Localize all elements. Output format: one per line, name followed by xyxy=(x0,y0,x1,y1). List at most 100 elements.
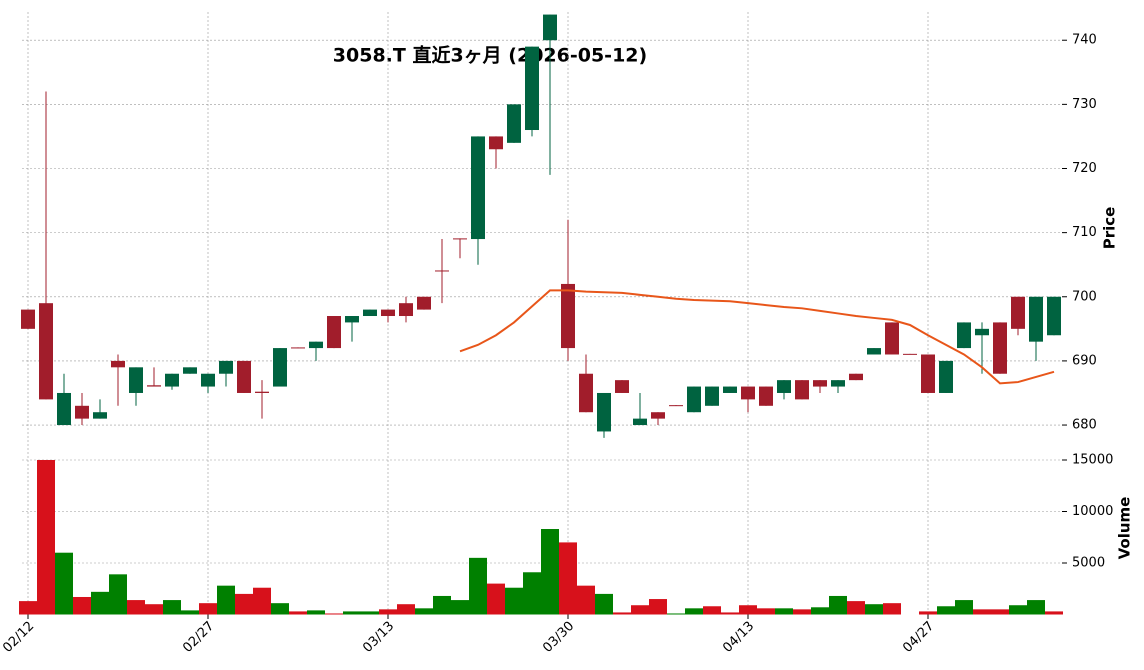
volume-bar xyxy=(523,572,541,615)
volume-bar xyxy=(181,610,199,615)
candle-body xyxy=(201,373,215,387)
volume-bar xyxy=(919,611,937,615)
y-tick-label: 730 xyxy=(1072,97,1097,112)
volume-bar xyxy=(649,599,667,615)
y-axis-label: Volume xyxy=(1116,497,1134,560)
x-tick-label: 02/12 xyxy=(0,619,37,656)
volume-bar xyxy=(451,600,469,615)
volume-bar xyxy=(685,608,703,615)
candle-body xyxy=(1047,296,1061,336)
candle-body xyxy=(111,360,125,368)
x-tick-label: 02/27 xyxy=(180,619,217,656)
volume-bar xyxy=(469,557,487,615)
x-tick-label: 03/13 xyxy=(360,619,397,656)
candle-body xyxy=(867,348,881,355)
y-tick-label: 10000 xyxy=(1072,504,1113,519)
volume-bar xyxy=(793,609,811,615)
volume-bar xyxy=(847,601,865,615)
candle-body xyxy=(327,316,341,349)
volume-bar xyxy=(667,613,685,615)
chart-title: 3058.T 直近3ヶ月 (2026-05-12) xyxy=(333,44,647,67)
y-tick-label: 700 xyxy=(1072,289,1097,304)
volume-bar xyxy=(379,609,397,615)
volume-bar xyxy=(55,552,73,615)
volume-bar xyxy=(271,603,289,615)
candle-body xyxy=(651,412,665,419)
volume-bar xyxy=(127,600,145,615)
candle-body xyxy=(1011,296,1025,329)
volume-bar xyxy=(253,587,271,615)
volume-bar xyxy=(199,603,217,615)
y-tick-label: 690 xyxy=(1072,353,1097,368)
candle-body xyxy=(687,386,701,413)
candle-body xyxy=(147,385,161,387)
volume-bar xyxy=(721,612,739,615)
candle-body xyxy=(921,354,935,393)
volume-bar xyxy=(973,609,991,615)
moving-average-line xyxy=(459,289,1055,385)
volume-bar xyxy=(109,574,127,615)
candle-body xyxy=(291,347,305,349)
y-axis-label: Price xyxy=(1101,207,1119,250)
volume-bar xyxy=(217,585,235,615)
volume-bar xyxy=(73,596,91,615)
volume-bar xyxy=(487,583,505,615)
candle-body xyxy=(471,136,485,240)
candle-body xyxy=(849,373,863,381)
candle-body xyxy=(507,104,521,143)
volume-bar xyxy=(397,604,415,615)
volume-bar xyxy=(37,459,55,615)
candle-body xyxy=(597,392,611,432)
candle-body xyxy=(669,405,683,407)
candle-body xyxy=(723,386,737,393)
volume-bar xyxy=(1045,611,1063,615)
volume-bar xyxy=(955,600,973,615)
volume-bar xyxy=(307,610,325,615)
candle-body xyxy=(381,309,395,317)
candle-body xyxy=(903,353,917,355)
volume-bar xyxy=(883,603,901,615)
candle-body xyxy=(93,412,107,419)
y-tick-label: 680 xyxy=(1072,418,1097,433)
x-tick-label: 04/13 xyxy=(720,619,757,656)
volume-bar xyxy=(613,612,631,615)
volume-bar xyxy=(145,604,163,615)
volume-bar xyxy=(559,542,577,615)
volume-bar xyxy=(289,611,307,615)
candle-body xyxy=(489,136,503,150)
x-tick-label: 04/27 xyxy=(900,619,937,656)
volume-bar xyxy=(325,613,343,615)
candle-body xyxy=(255,391,269,393)
volume-bar xyxy=(361,611,379,615)
candle-body xyxy=(39,303,53,400)
candle-body xyxy=(525,46,539,131)
volume-bar xyxy=(1027,600,1045,615)
volume-bar xyxy=(829,595,847,615)
candle-body xyxy=(363,309,377,317)
volume-bar xyxy=(703,606,721,615)
candle-body xyxy=(75,405,89,419)
candle-body xyxy=(309,341,323,349)
volume-bar xyxy=(577,585,595,615)
volume-bar xyxy=(865,604,883,615)
candle-body xyxy=(435,270,449,272)
volume-bar xyxy=(1009,605,1027,615)
candle-body xyxy=(21,309,35,329)
candle-body xyxy=(795,380,809,400)
volume-bar xyxy=(433,595,451,615)
volume-bar xyxy=(595,593,613,615)
volume-bar xyxy=(757,608,775,615)
candle-body xyxy=(165,373,179,387)
y-tick-label: 710 xyxy=(1072,225,1097,240)
candle-body xyxy=(813,380,827,387)
volume-bar xyxy=(937,606,955,615)
volume-bar xyxy=(541,529,559,615)
volume-bar xyxy=(775,608,793,615)
candle-body xyxy=(129,367,143,393)
candle-body xyxy=(219,360,233,374)
volume-bar xyxy=(91,591,109,615)
volume-bar xyxy=(505,587,523,615)
candle-body xyxy=(273,348,287,387)
candle-body xyxy=(975,328,989,336)
